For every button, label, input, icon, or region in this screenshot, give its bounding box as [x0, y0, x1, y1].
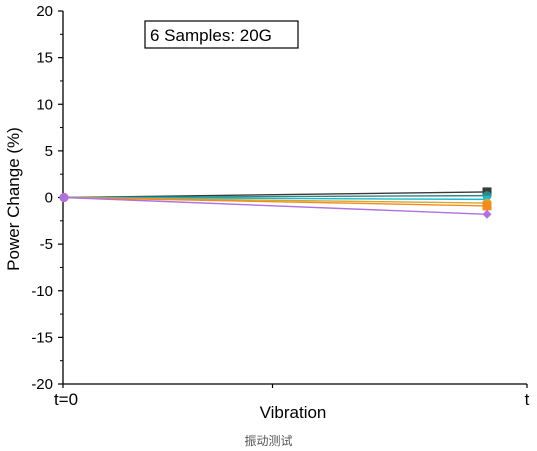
series-marker: [59, 193, 69, 202]
annotation-box: [144, 20, 299, 49]
series-line: [63, 196, 488, 207]
figure-caption: 振动测试: [244, 434, 293, 448]
y-tick-label: -5: [40, 236, 53, 253]
y-tick-label: 10: [36, 96, 53, 113]
annotation-text: 6 Samples: 20G: [150, 26, 272, 45]
series-5: [63, 196, 492, 211]
series-layer: [59, 187, 492, 219]
y-tick-label: -10: [31, 283, 53, 300]
y-tick-label: -20: [31, 376, 53, 393]
series-line: [63, 196, 488, 215]
y-axis-label: Power Change (%): [4, 127, 23, 271]
y-tick-label: 5: [45, 143, 53, 160]
annotation-layer: 6 Samples: 20G: [144, 20, 299, 49]
y-tick-label: 0: [45, 190, 53, 207]
x-tick-label: t=0: [54, 390, 78, 409]
series-6: [63, 196, 492, 219]
y-tick-label: -15: [31, 329, 53, 346]
y-tick-label: 20: [36, 3, 53, 20]
series-start-6: [59, 193, 69, 202]
x-tick-label: t: [525, 390, 530, 409]
axes: -20 -15 -10 -5 0 5 10 15 20 t=0 t: [31, 3, 529, 409]
y-tick-label: 15: [36, 50, 53, 67]
x-axis-label: Vibration: [260, 403, 327, 422]
series-marker: [482, 201, 492, 211]
series-marker: [482, 209, 492, 219]
